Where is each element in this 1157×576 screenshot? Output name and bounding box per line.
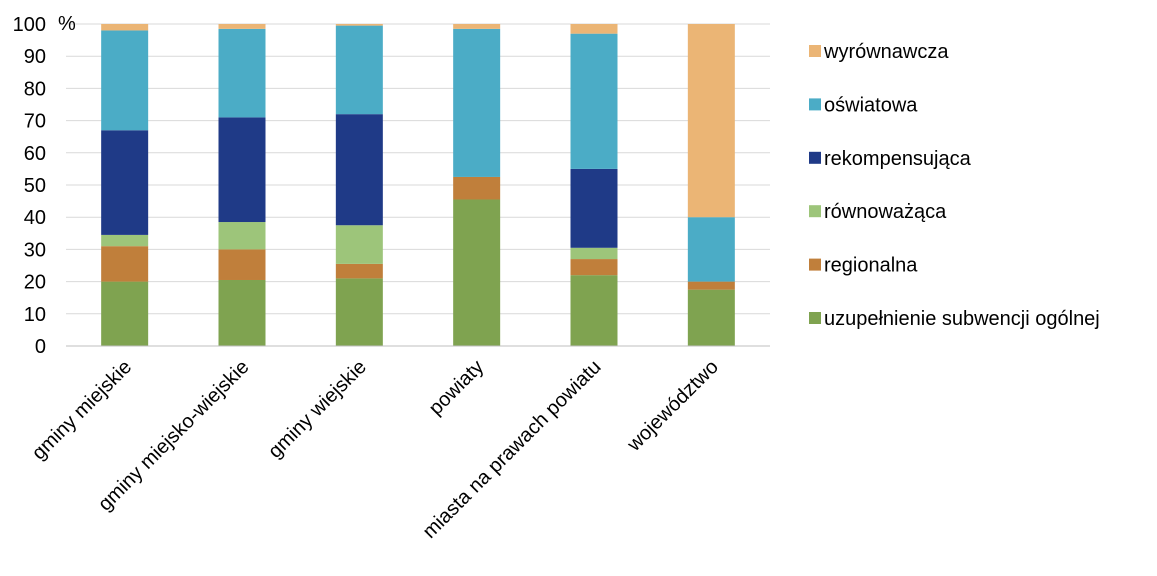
bar-segment xyxy=(218,117,266,223)
y-tick-label: 0 xyxy=(35,336,46,358)
category-label: powiaty xyxy=(425,356,489,420)
legend-label: oświatowa xyxy=(824,94,918,116)
bar-segment xyxy=(101,130,149,235)
bar-segment xyxy=(218,222,266,250)
y-tick-label: 60 xyxy=(24,143,46,165)
bar-segment xyxy=(218,279,266,346)
bar-segment xyxy=(687,281,735,290)
bar-segment xyxy=(335,25,383,115)
bar-segment xyxy=(101,281,149,346)
legend-label: rekompensująca xyxy=(824,148,972,170)
bar-segment xyxy=(335,24,383,26)
y-tick-label: 70 xyxy=(24,111,46,133)
category-label: gminy wiejskie xyxy=(264,356,371,463)
bar-segment xyxy=(570,259,618,276)
bar-segment xyxy=(570,168,618,248)
y-tick-label: 100 xyxy=(13,14,46,36)
legend-label: wyrównawcza xyxy=(823,41,949,63)
legend-swatch xyxy=(809,98,821,111)
bar-segment xyxy=(570,275,618,346)
legend-label: regionalna xyxy=(824,255,918,277)
y-tick-label: 10 xyxy=(24,304,46,326)
bar-segment xyxy=(218,28,266,118)
bar-segment xyxy=(453,199,501,346)
y-axis-ticks: 0 10 20 30 40 50 60 70 80 90 100 xyxy=(13,14,46,358)
bar-segment xyxy=(101,234,149,247)
bar-segment xyxy=(218,24,266,29)
legend: wyrównawcza oświatowa rekompensująca równow… xyxy=(809,41,1100,330)
bar-segment xyxy=(453,176,501,200)
bar-segment xyxy=(335,278,383,346)
bar-segment xyxy=(570,33,618,169)
bar-segment xyxy=(687,217,735,282)
bar-segment xyxy=(335,114,383,226)
bar-segment xyxy=(453,28,501,177)
bar-segment xyxy=(335,225,383,264)
category-label: województwo xyxy=(622,356,722,456)
bar-segment xyxy=(101,246,149,282)
y-tick-label: 40 xyxy=(24,207,46,229)
legend-swatch xyxy=(809,151,821,164)
bar-segment xyxy=(570,24,618,34)
gridlines xyxy=(66,23,770,315)
legend-label: równoważąca xyxy=(824,201,947,223)
y-tick-label: 80 xyxy=(24,78,46,100)
legend-swatch xyxy=(809,258,821,271)
bar-segment xyxy=(335,263,383,279)
legend-swatch xyxy=(809,312,821,324)
legend-label: uzupełnienie subwencji ogólnej xyxy=(824,308,1100,330)
bars xyxy=(101,24,735,346)
bar-segment xyxy=(570,247,618,260)
category-label: gminy miejskie xyxy=(28,356,136,464)
y-tick-label: 90 xyxy=(24,46,46,68)
y-unit-label: % xyxy=(58,13,76,35)
legend-swatch xyxy=(809,205,821,218)
bar-segment xyxy=(687,289,735,346)
y-tick-label: 20 xyxy=(24,272,46,294)
bar-segment xyxy=(218,249,266,280)
bar-segment xyxy=(101,30,149,131)
bar-segment xyxy=(453,24,501,29)
bar-segment xyxy=(687,24,735,218)
bar-segment xyxy=(101,24,149,31)
legend-swatch xyxy=(809,45,821,57)
y-tick-label: 50 xyxy=(24,175,46,197)
y-tick-label: 30 xyxy=(24,239,46,261)
